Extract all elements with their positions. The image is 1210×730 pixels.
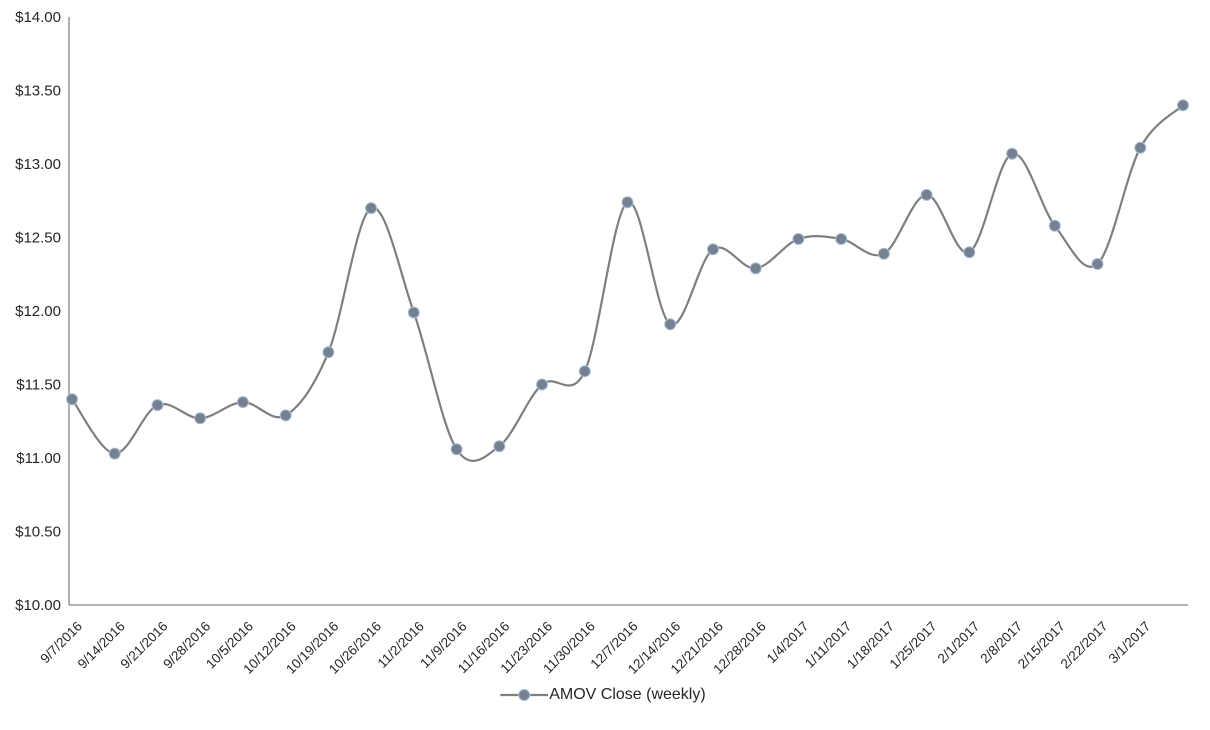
data-point-marker [407, 306, 420, 319]
data-point-marker [194, 412, 207, 425]
data-point-marker [621, 196, 634, 209]
data-point-marker [963, 246, 976, 259]
y-tick-label: $12.00 [15, 303, 61, 320]
axes [68, 17, 1188, 606]
y-tick-label: $10.00 [15, 597, 61, 614]
data-point-marker [1134, 141, 1147, 154]
x-tick-label: 2/22/2017 [1058, 619, 1111, 672]
data-point-marker [1091, 258, 1104, 270]
x-tick-label: 2/1/2017 [935, 619, 983, 667]
data-point-marker [1177, 99, 1189, 112]
data-point-marker [707, 243, 719, 256]
data-point-marker [236, 396, 249, 409]
data-point-marker [108, 447, 121, 460]
x-axis-labels: 9/7/20169/14/20169/21/20169/28/201610/5/… [37, 619, 1153, 677]
legend-marker [518, 689, 531, 701]
y-tick-label: $13.00 [15, 156, 61, 173]
data-point-marker [1006, 147, 1019, 160]
legend-item[interactable]: AMOV Close (weekly) [500, 686, 706, 704]
series-line [71, 104, 1184, 462]
y-tick-label: $14.00 [15, 9, 61, 26]
data-point-marker [66, 393, 78, 406]
data-point-marker [365, 202, 378, 215]
data-point-marker [450, 443, 463, 456]
data-point-marker [1048, 219, 1061, 232]
data-point-marker [279, 409, 292, 422]
y-tick-label: $13.50 [15, 83, 61, 100]
y-tick-label: $11.50 [16, 377, 61, 394]
data-point-marker [792, 233, 805, 245]
x-tick-label: 1/25/2017 [887, 619, 940, 672]
y-tick-label: $11.00 [16, 450, 61, 467]
x-tick-label: 3/1/2017 [1106, 619, 1154, 667]
legend-label: AMOV Close (weekly) [549, 686, 706, 703]
legend-line-marker-icon [500, 689, 549, 701]
data-point-marker [536, 378, 548, 391]
data-point-marker [749, 262, 762, 275]
data-point-marker [835, 233, 848, 245]
data-point-marker [664, 318, 677, 331]
series-markers [66, 99, 1189, 460]
data-point-marker [578, 365, 591, 378]
y-axis-labels: $14.00 $13.50 $13.00 $12.50 $12.00 $11.50 $11.… [15, 9, 61, 614]
data-point-marker [322, 346, 335, 359]
data-point-marker [493, 440, 506, 453]
data-point-marker [920, 188, 933, 201]
y-tick-label: $12.50 [15, 230, 61, 247]
data-point-marker [877, 247, 890, 260]
data-point-marker [151, 399, 164, 412]
y-tick-label: $10.50 [15, 524, 61, 541]
